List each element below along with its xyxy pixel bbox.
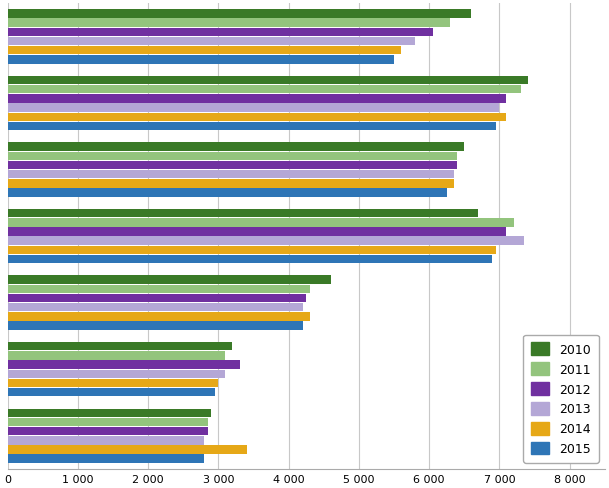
Bar [8, 370, 225, 378]
Bar [8, 304, 303, 312]
Bar [8, 180, 454, 188]
Bar [8, 276, 331, 285]
Bar [8, 294, 306, 303]
Bar [8, 427, 208, 435]
Bar [8, 209, 479, 218]
Legend: 2010, 2011, 2012, 2013, 2014, 2015: 2010, 2011, 2012, 2013, 2014, 2015 [523, 335, 599, 463]
Bar [8, 10, 471, 19]
Bar [8, 95, 507, 103]
Bar [8, 418, 208, 427]
Bar [8, 446, 247, 454]
Bar [8, 162, 457, 170]
Bar [8, 113, 507, 122]
Bar [8, 379, 219, 387]
Bar [8, 29, 433, 37]
Bar [8, 56, 394, 64]
Bar [8, 77, 527, 85]
Bar [8, 285, 310, 293]
Bar [8, 322, 303, 330]
Bar [8, 38, 415, 46]
Bar [8, 255, 493, 264]
Bar [8, 86, 521, 94]
Bar [8, 408, 211, 417]
Bar [8, 47, 401, 55]
Bar [8, 351, 225, 360]
Bar [8, 237, 524, 245]
Bar [8, 219, 513, 227]
Bar [8, 170, 454, 179]
Bar [8, 436, 205, 445]
Bar [8, 122, 496, 131]
Bar [8, 388, 215, 397]
Bar [8, 342, 233, 351]
Bar [8, 228, 507, 236]
Bar [8, 246, 496, 255]
Bar [8, 143, 464, 151]
Bar [8, 312, 310, 321]
Bar [8, 454, 205, 463]
Bar [8, 152, 457, 161]
Bar [8, 104, 499, 113]
Bar [8, 189, 447, 197]
Bar [8, 361, 239, 369]
Bar [8, 20, 450, 28]
